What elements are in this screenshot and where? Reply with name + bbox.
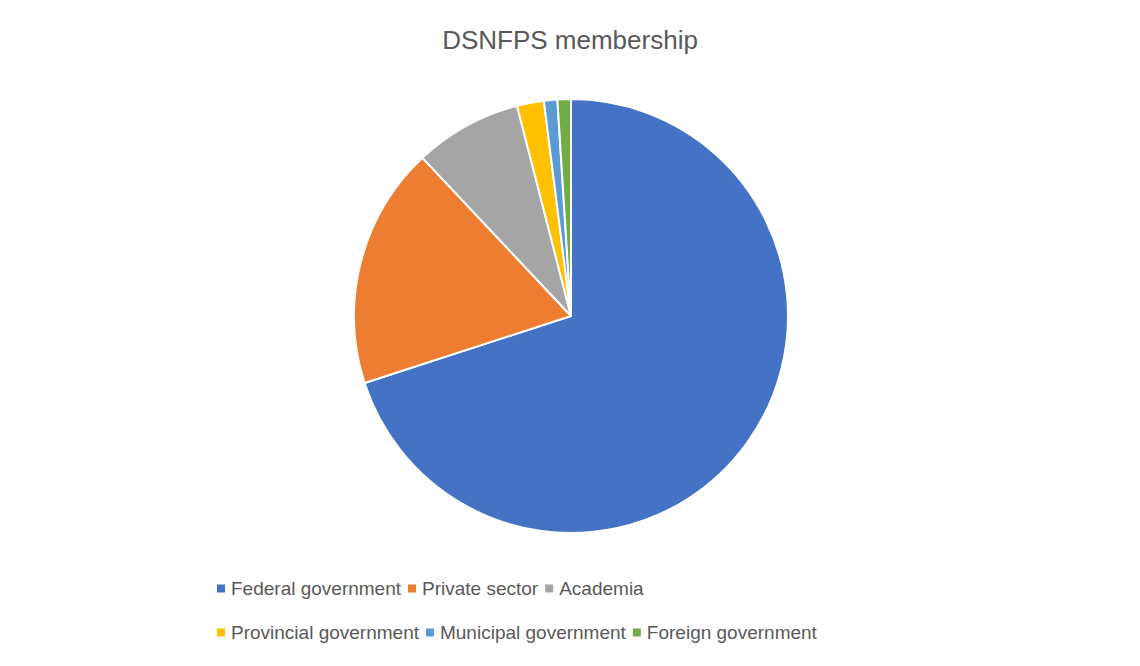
svg-text:Provincial government: Provincial government	[231, 622, 420, 643]
svg-text:Municipal government: Municipal government	[440, 622, 627, 643]
svg-text:Private sector: Private sector	[422, 578, 539, 599]
svg-text:DSNFPS membership: DSNFPS membership	[442, 25, 698, 55]
svg-text:Foreign government: Foreign government	[647, 622, 818, 643]
svg-text:Academia: Academia	[559, 578, 644, 599]
svg-text:Federal government: Federal government	[231, 578, 402, 599]
